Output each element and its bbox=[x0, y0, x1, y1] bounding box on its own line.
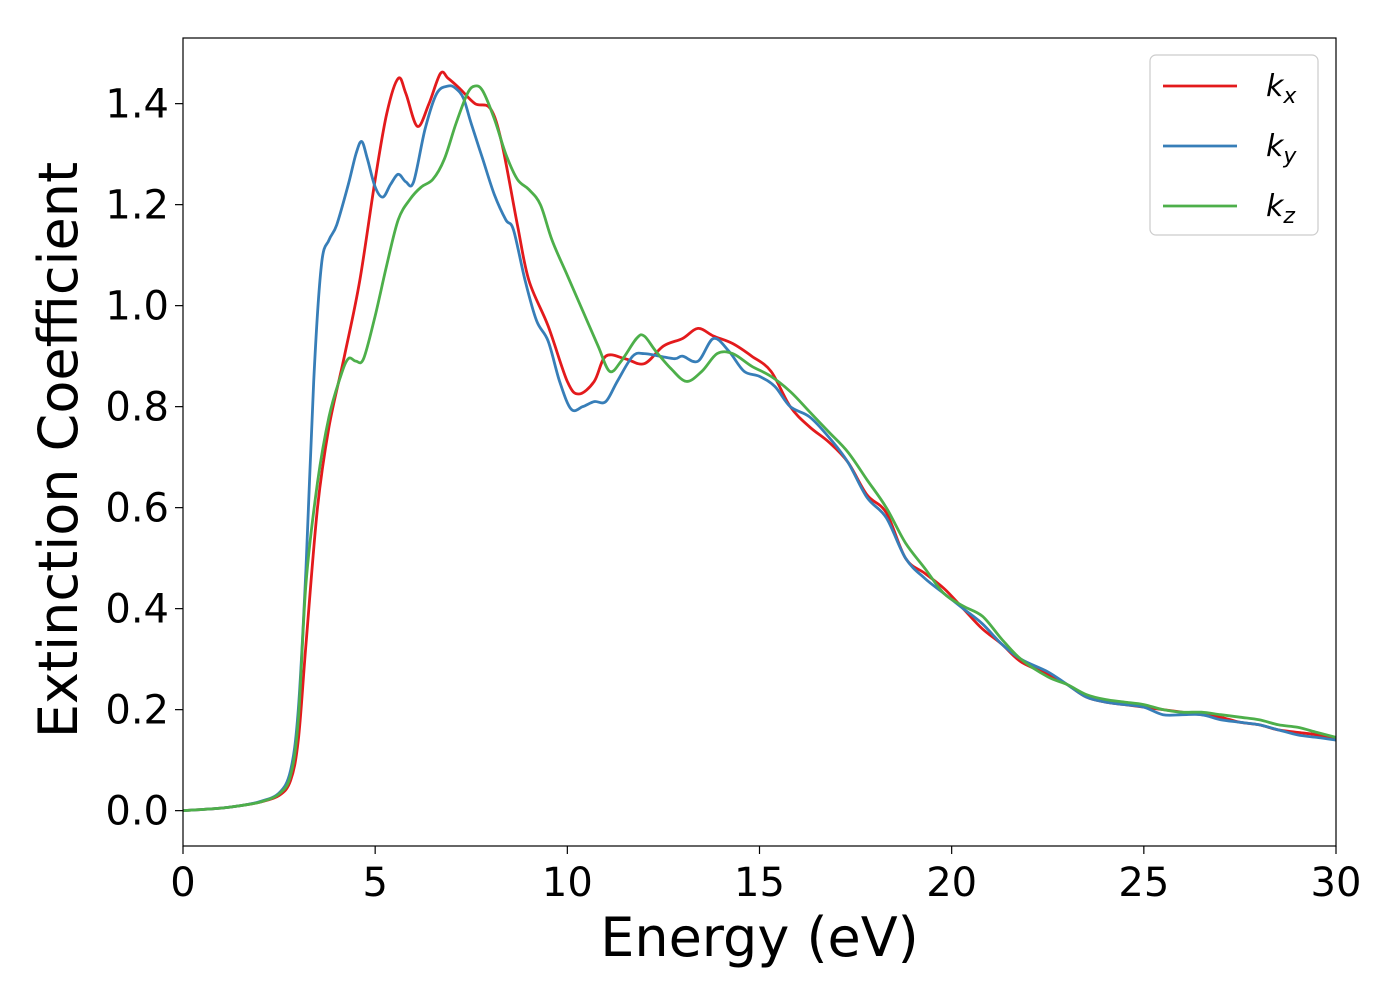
legend-label-ky: ky bbox=[1266, 129, 1297, 169]
y-tick-label: 1.2 bbox=[105, 183, 169, 229]
y-axis: 0.0 0.2 0.4 0.6 0.8 1.0 1.2 1.4 bbox=[105, 82, 183, 835]
series-layer bbox=[182, 70, 1337, 812]
legend-label-kz: kz bbox=[1266, 189, 1295, 229]
legend-label-kx: kx bbox=[1266, 69, 1297, 109]
y-axis-title: Extinction Coefficient bbox=[27, 162, 90, 738]
series-line-kz bbox=[182, 84, 1337, 812]
x-tick-label: 20 bbox=[926, 860, 977, 906]
x-tick-label: 5 bbox=[362, 860, 387, 906]
y-tick-label: 0.6 bbox=[105, 486, 169, 532]
legend: kx ky kz bbox=[1149, 54, 1319, 236]
x-tick-label: 10 bbox=[542, 860, 593, 906]
x-axis-title: Energy (eV) bbox=[600, 906, 919, 969]
x-axis: 0 5 10 15 20 25 30 bbox=[170, 846, 1361, 906]
y-tick-label: 0.4 bbox=[105, 587, 169, 633]
y-tick-label: 0.8 bbox=[105, 385, 169, 431]
x-tick-label: 0 bbox=[170, 860, 195, 906]
x-tick-label: 15 bbox=[734, 860, 785, 906]
y-tick-label: 0.2 bbox=[105, 688, 169, 734]
x-tick-label: 25 bbox=[1118, 860, 1169, 906]
y-tick-label: 0.0 bbox=[105, 789, 169, 835]
y-tick-label: 1.0 bbox=[105, 284, 169, 330]
y-tick-label: 1.4 bbox=[105, 82, 169, 128]
x-tick-label: 30 bbox=[1311, 860, 1362, 906]
